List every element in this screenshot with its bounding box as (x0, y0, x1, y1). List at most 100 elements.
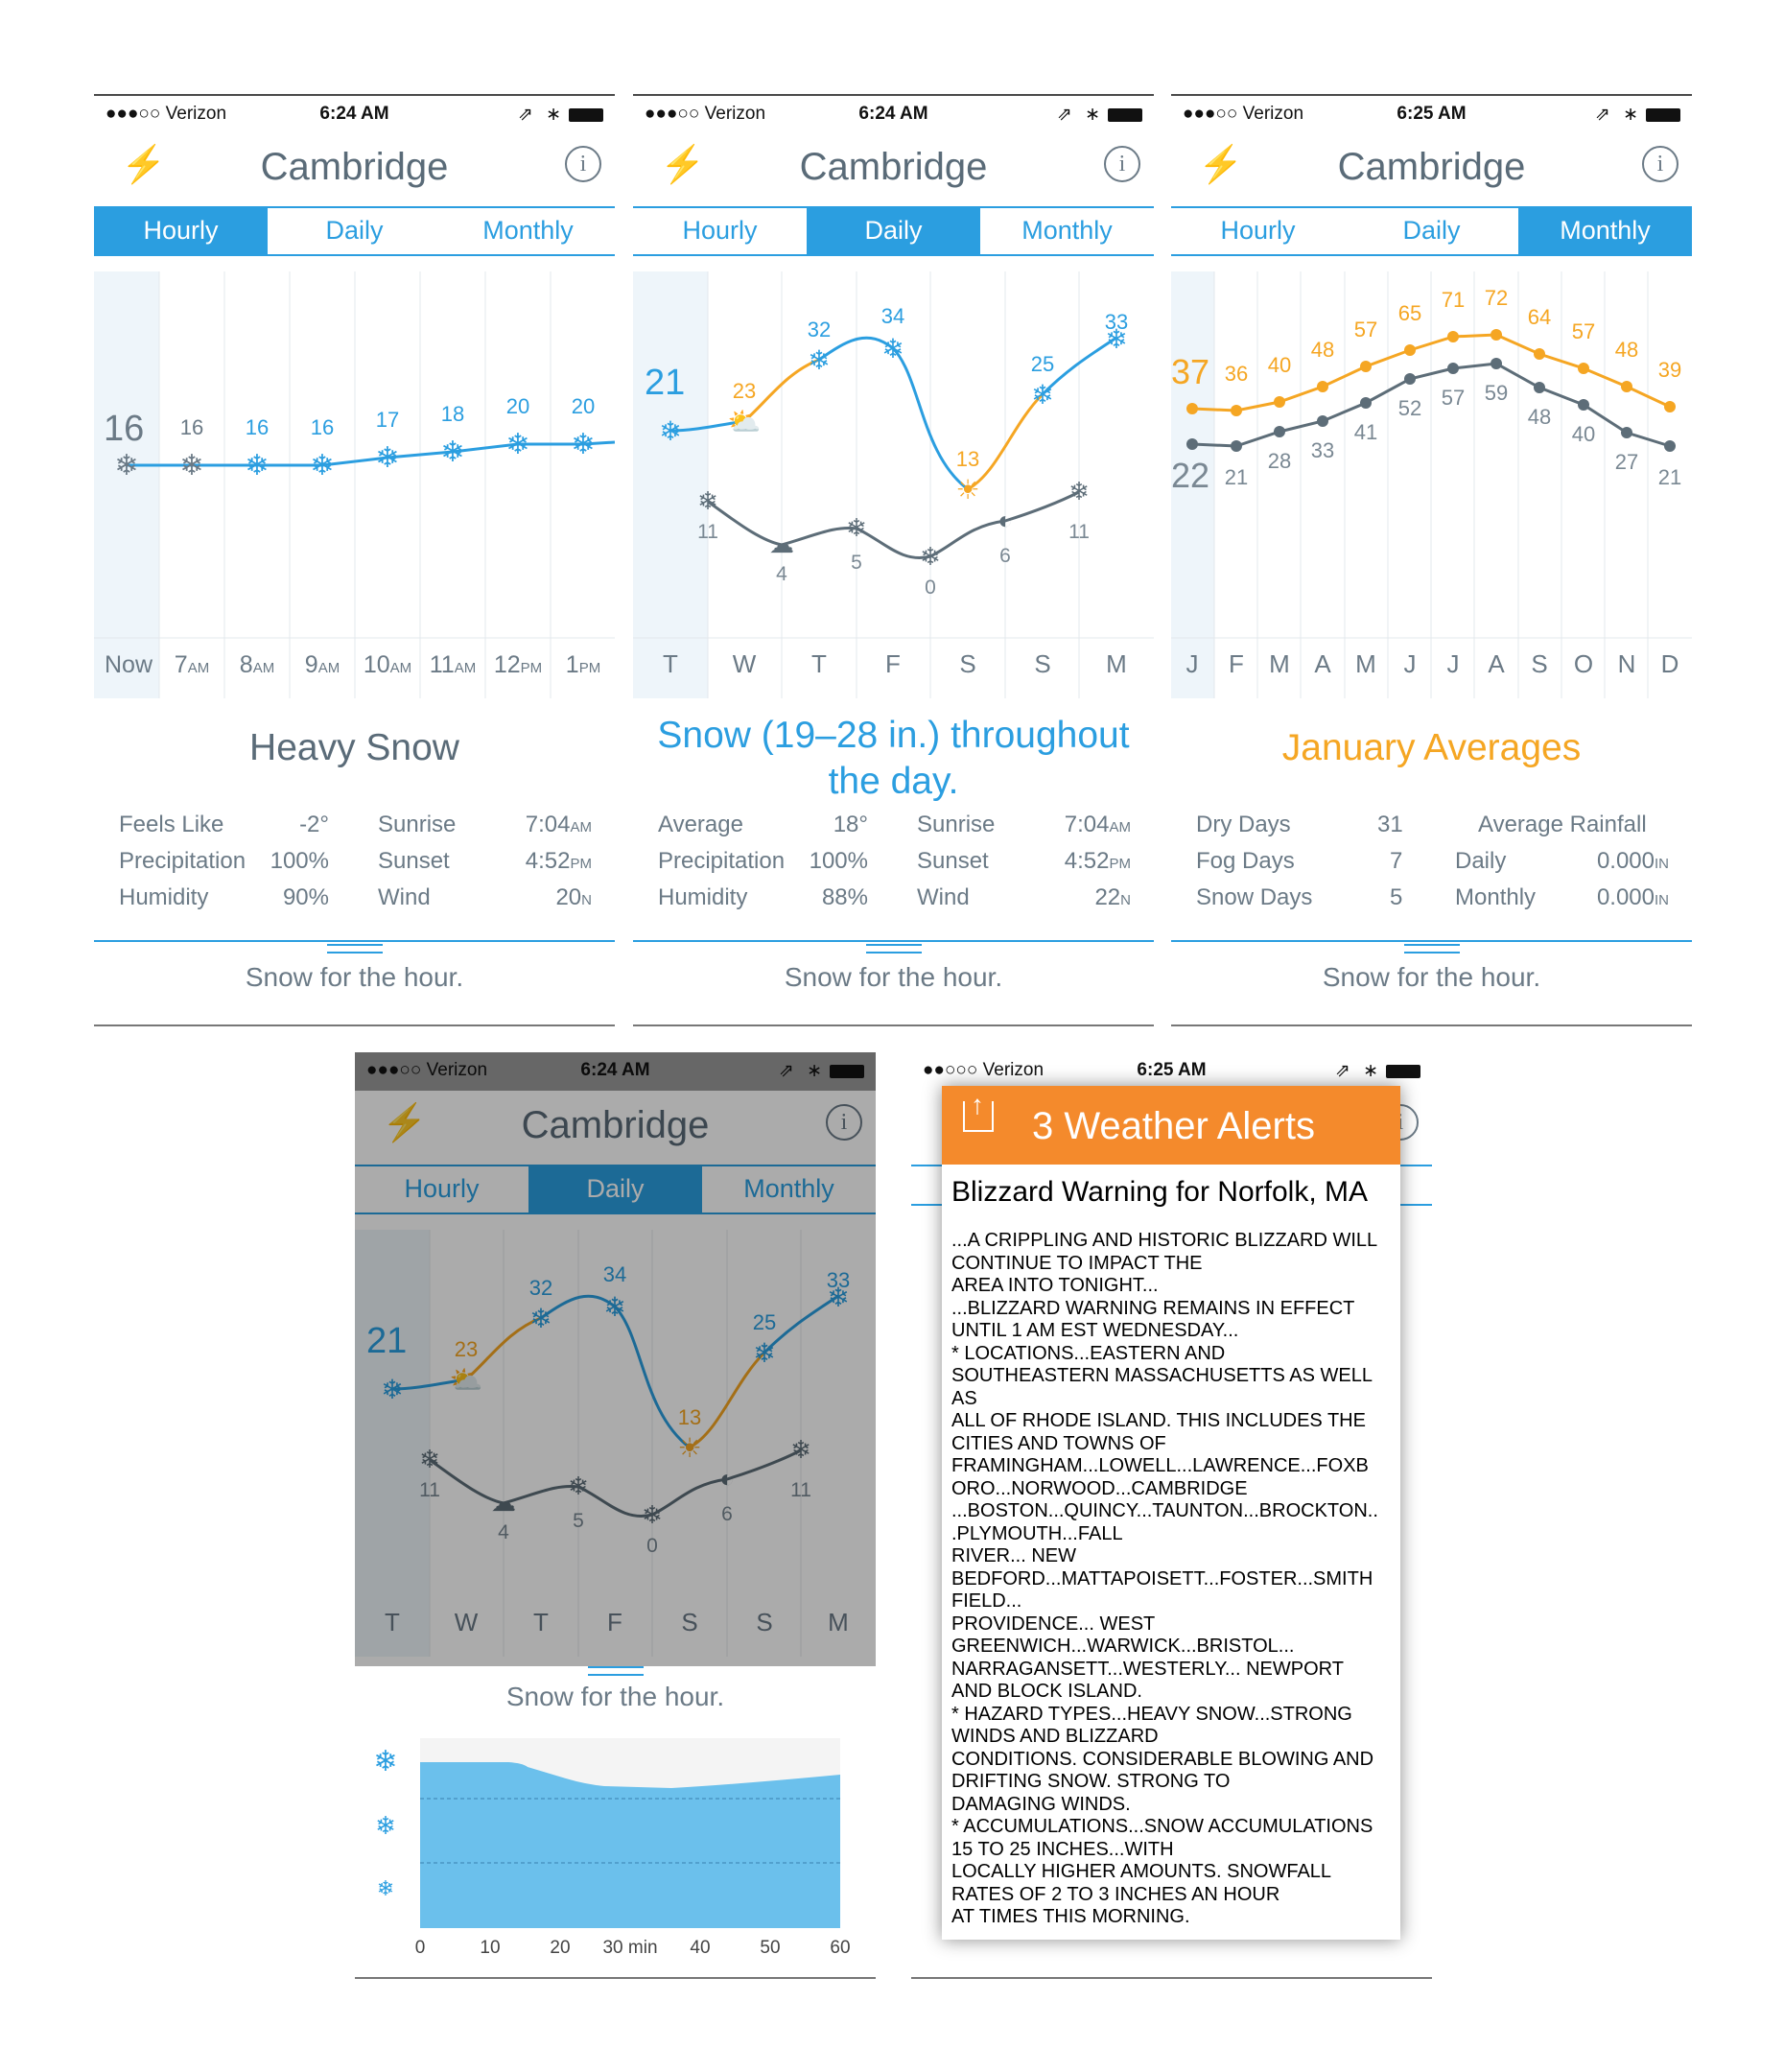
hourly-chart[interactable]: 16 16 16 16 17 18 20 20 ❄ ❄ ❄ ❄ ❄ ❄ ❄ ❄ (94, 271, 615, 698)
monthly-low: 28 (1268, 449, 1291, 473)
snow-icon: ❄ (568, 1472, 589, 1500)
monthly-summary-title: January Averages (1281, 727, 1582, 768)
minute-summary: Snow for the hour. (245, 962, 464, 992)
conditions-summary: Heavy Snow (249, 727, 459, 768)
daily-low: 11 (419, 1479, 440, 1501)
alert-headline: Blizzard Warning for Norfolk, MA (951, 1176, 1369, 1208)
monthly-high: 39 (1658, 358, 1681, 382)
hour-label: 8AM (240, 651, 274, 678)
tab-daily[interactable]: Daily (1402, 216, 1461, 245)
snow-icon: ❄ (381, 1375, 403, 1404)
daily-low: 4 (498, 1521, 509, 1543)
battery-icon (830, 1065, 864, 1078)
daily-low: 0 (925, 577, 936, 599)
lightning-bolt-icon[interactable]: ⚡ (121, 145, 167, 185)
snow-icon: ❄ (310, 450, 334, 482)
minute-axis-label: 50 (760, 1938, 780, 1958)
city-title: Cambridge (1337, 146, 1526, 188)
daily-low: 11 (790, 1479, 811, 1501)
moderate-snow-icon: ❄ (375, 1811, 396, 1840)
daily-low: 0 (646, 1535, 658, 1557)
monthly-high: 57 (1354, 318, 1377, 341)
alert-body-text[interactable]: ...A CRIPPLING AND HISTORIC BLIZZARD WIL… (951, 1230, 1378, 1930)
location-bluetooth-icon: ⇗ ∗ (778, 1061, 826, 1081)
drag-handle[interactable] (588, 1666, 644, 1676)
day-label: T (385, 1608, 400, 1636)
battery-icon (1108, 108, 1142, 122)
hourly-screen: ●●●○○ Verizon 6:24 AM ⇗ ∗ ⚡ Cambridge i … (94, 94, 615, 1026)
current-month-highlight (1171, 271, 1214, 698)
snow-icon: ❄ (375, 442, 399, 474)
snow-icon: ❄ (114, 450, 138, 482)
lightning-bolt-icon[interactable]: ⚡ (382, 1103, 428, 1143)
tab-hourly[interactable]: Hourly (1220, 216, 1296, 245)
bottom-divider (911, 1977, 1432, 1979)
tab-monthly[interactable]: Monthly (743, 1174, 834, 1203)
tab-hourly[interactable]: Hourly (682, 216, 758, 245)
day-label: M (828, 1608, 849, 1636)
monthly-high: 65 (1398, 301, 1421, 325)
drag-handle[interactable] (1404, 944, 1460, 954)
tab-daily[interactable]: Daily (807, 208, 980, 254)
minute-summary: Snow for the hour. (1322, 962, 1541, 992)
tab-daily[interactable]: Daily (528, 1166, 702, 1213)
tab-hourly[interactable]: Hourly (94, 208, 268, 254)
day-label: T (663, 649, 678, 678)
battery-icon (1646, 108, 1680, 122)
moon-icon: ◐ (998, 506, 1013, 534)
drag-handle[interactable] (866, 944, 922, 954)
location-bluetooth-icon: ⇗ ∗ (517, 105, 565, 125)
month-label: F (1229, 649, 1244, 678)
snow-icon: ❄ (881, 334, 904, 364)
tab-monthly[interactable]: Monthly (1021, 216, 1113, 245)
top-divider (633, 94, 1154, 96)
monthly-high: 64 (1528, 305, 1551, 329)
daily-rainfall-label: Daily (1455, 848, 1507, 874)
monthly-chart[interactable]: 37 36 40 48 57 65 71 72 64 57 48 39 22 2… (1171, 271, 1692, 698)
daily-chart[interactable]: 21 23 32 34 13 25 33 ❄ ⛅ ❄ ❄ ☀ ❄ ❄ ❄ ☁ (355, 1230, 876, 1657)
share-icon[interactable] (963, 1101, 994, 1132)
lightning-bolt-icon[interactable]: ⚡ (1198, 145, 1244, 185)
view-tabs: Hourly Daily Monthly (355, 1165, 876, 1214)
carrier: ●●●○○ Verizon (106, 104, 227, 124)
carrier: ●●○○○ Verizon (923, 1060, 1045, 1080)
snow-icon: ❄ (827, 1283, 849, 1312)
info-icon[interactable]: i (1642, 146, 1678, 182)
tab-daily[interactable]: Daily (325, 216, 384, 245)
drag-handle[interactable] (327, 944, 383, 954)
month-label: O (1574, 649, 1593, 678)
daily-chart[interactable]: 21 23 32 34 13 25 33 ❄ ⛅ ❄ ❄ ☀ ❄ ❄ ❄ ☁ (633, 271, 1154, 698)
average-value: 18° (833, 812, 868, 837)
info-icon[interactable]: i (826, 1104, 862, 1141)
fog-days-value: 7 (1390, 848, 1403, 874)
precipitation-value: 100% (270, 848, 329, 874)
info-icon[interactable]: i (1104, 146, 1140, 182)
daily-high: 25 (753, 1310, 776, 1334)
clock: 6:24 AM (580, 1060, 650, 1080)
month-label: M (1269, 649, 1290, 678)
tab-hourly[interactable]: Hourly (404, 1174, 480, 1203)
sunset-label: Sunset (378, 848, 450, 874)
tab-monthly[interactable]: Monthly (482, 216, 574, 245)
humidity-value: 88% (821, 884, 868, 910)
dim-overlay[interactable] (355, 1052, 876, 1666)
monthly-low: 41 (1354, 420, 1377, 444)
precip-area (420, 1762, 840, 1928)
weather-alerts-panel[interactable]: ↑ 3 Weather Alerts Blizzard Warning for … (942, 1086, 1400, 1940)
heavy-snow-icon: ❄ (373, 1746, 397, 1778)
lightning-bolt-icon[interactable]: ⚡ (660, 145, 706, 185)
tab-monthly[interactable]: Monthly (1518, 208, 1692, 254)
partly-cloudy-icon: ⛅ (450, 1365, 483, 1395)
bottom-divider (633, 1024, 1154, 1026)
clock: 6:25 AM (1137, 1060, 1207, 1080)
view-tabs: Hourly Daily Monthly (1171, 206, 1692, 256)
snow-icon: ❄ (1105, 324, 1127, 354)
day-label: M (1106, 649, 1127, 678)
monthly-low: 48 (1528, 405, 1551, 429)
daily-low: 11 (1068, 521, 1090, 543)
minute-summary: Snow for the hour. (784, 962, 1003, 992)
snow-icon: ❄ (603, 1292, 625, 1322)
minute-axis-label: 30 min (602, 1938, 657, 1958)
status-icons: ⇗ ∗ (1057, 104, 1142, 126)
info-icon[interactable]: i (565, 146, 601, 182)
